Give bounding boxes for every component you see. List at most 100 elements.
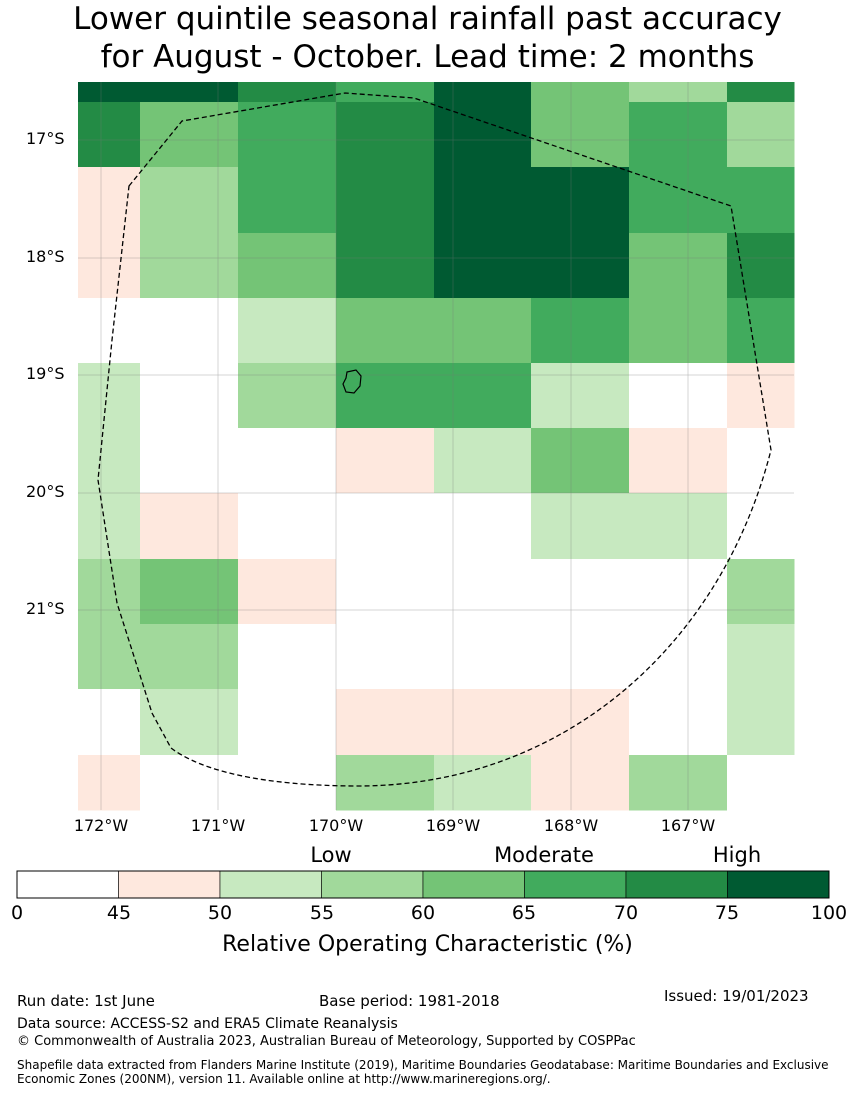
grid-cell [629, 428, 728, 494]
shapefile-credit-line-2: Economic Zones (200NM), version 11. Avai… [17, 1072, 551, 1086]
grid-cell [336, 428, 435, 494]
lon-tick-168w: 168°W [543, 816, 599, 835]
grid-cell [531, 298, 630, 364]
grid-cell [140, 363, 239, 429]
grid-cell [336, 298, 435, 364]
lon-tick-167w: 167°W [660, 816, 716, 835]
grid-cell [434, 559, 532, 625]
grid-cell [140, 689, 239, 756]
grid-cell [238, 102, 337, 168]
grid-cell [336, 363, 435, 429]
grid-cell [727, 559, 795, 625]
colorbar-tick-50: 50 [207, 902, 233, 924]
eez-boundary [97, 92, 772, 787]
grid-cell [336, 233, 435, 299]
grid-cell [727, 298, 795, 364]
grid-cell [727, 233, 795, 299]
grid-cell [727, 102, 795, 168]
grid-cell [140, 298, 239, 364]
grid-cell [336, 493, 435, 560]
colorbar-segment [625, 870, 728, 899]
lat-tick-20s: 20°S [26, 482, 65, 501]
grid-cell [531, 167, 630, 234]
grid-cell [629, 363, 728, 429]
colorbar-category-low: Low [310, 843, 352, 867]
lat-tick-17s: 17°S [26, 129, 65, 148]
grid-cell [78, 689, 141, 756]
grid-cell [238, 298, 337, 364]
grid-cell [336, 755, 435, 811]
grid-cell [336, 559, 435, 625]
grid-cell [629, 102, 728, 168]
grid-cell [629, 755, 728, 811]
colorbar-tick-45: 45 [106, 902, 132, 924]
grid-cell [78, 755, 141, 811]
title-line-2: for August - October. Lead time: 2 month… [100, 39, 755, 75]
colorbar-tick-75: 75 [714, 902, 740, 924]
grid-cell [238, 493, 337, 560]
colorbar-label: Relative Operating Characteristic (%) [222, 932, 633, 957]
grid-cell [434, 428, 532, 494]
colorbar-tick-100: 100 [810, 902, 848, 924]
grid-cell [531, 233, 630, 299]
grid-cell [531, 624, 630, 690]
grid-cell [336, 689, 435, 756]
lon-tick-169w: 169°W [425, 816, 481, 835]
grid-cell [727, 689, 795, 756]
shapefile-credit-line-1: Shapefile data extracted from Flanders M… [17, 1058, 829, 1072]
grid-cell [531, 428, 630, 494]
grid-cell [727, 82, 795, 103]
grid-cell [434, 624, 532, 690]
colorbar-segment [118, 870, 221, 899]
grid-cell [78, 624, 141, 690]
grid-cell [531, 755, 630, 811]
colorbar-segment [321, 870, 424, 899]
grid-cell [727, 428, 795, 494]
grid-cell [140, 102, 239, 168]
grid-cell [531, 493, 630, 560]
grid-cell [140, 755, 239, 811]
colorbar-frame [16, 870, 830, 899]
grid-cell [78, 233, 141, 299]
lat-tick-18s: 18°S [26, 247, 65, 266]
grid-cell [140, 559, 239, 625]
title-line-1: Lower quintile seasonal rainfall past ac… [73, 1, 782, 37]
grid-cell [629, 167, 728, 234]
colorbar-category-moderate: Moderate [494, 843, 594, 867]
grid-cell [140, 493, 239, 560]
grid-cell [238, 559, 337, 625]
colorbar-tick-65: 65 [511, 902, 537, 924]
colorbar-segment [727, 870, 830, 899]
grid-cell [336, 102, 435, 168]
data-source: Data source: ACCESS-S2 and ERA5 Climate … [17, 1016, 398, 1032]
grid-cell [629, 559, 728, 625]
grid-cell [434, 233, 532, 299]
base-period: Base period: 1981-2018 [319, 992, 500, 1010]
grid-cell [434, 167, 532, 234]
grid-cell [531, 363, 630, 429]
colorbar-segment [524, 870, 627, 899]
grid-cell [629, 689, 728, 756]
grid-cell [434, 298, 532, 364]
grid-cell [434, 363, 532, 429]
grid-cell [238, 689, 337, 756]
colorbar-segment [16, 870, 119, 899]
lat-tick-21s: 21°S [26, 599, 65, 618]
grid-cell [629, 624, 728, 690]
map-title: Lower quintile seasonal rainfall past ac… [0, 0, 855, 76]
grid-cell [629, 493, 728, 560]
grid-cell [434, 102, 532, 168]
grid-cell [434, 82, 532, 103]
lon-tick-171w: 171°W [190, 816, 246, 835]
grid-cell [78, 363, 141, 429]
lon-tick-172w: 172°W [73, 816, 129, 835]
grid-cell [238, 233, 337, 299]
grid-cell [78, 493, 141, 560]
grid-cell [78, 559, 141, 625]
grid-cell [434, 493, 532, 560]
grid-cell [727, 755, 795, 811]
grid-cell [727, 167, 795, 234]
copyright: © Commonwealth of Australia 2023, Austra… [17, 1034, 636, 1049]
grid-cell [78, 298, 141, 364]
